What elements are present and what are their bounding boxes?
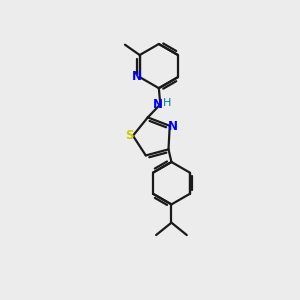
Text: S: S xyxy=(125,129,134,142)
Text: N: N xyxy=(132,70,142,83)
Text: N: N xyxy=(168,120,178,133)
Text: H: H xyxy=(163,98,171,109)
Text: N: N xyxy=(153,98,163,111)
